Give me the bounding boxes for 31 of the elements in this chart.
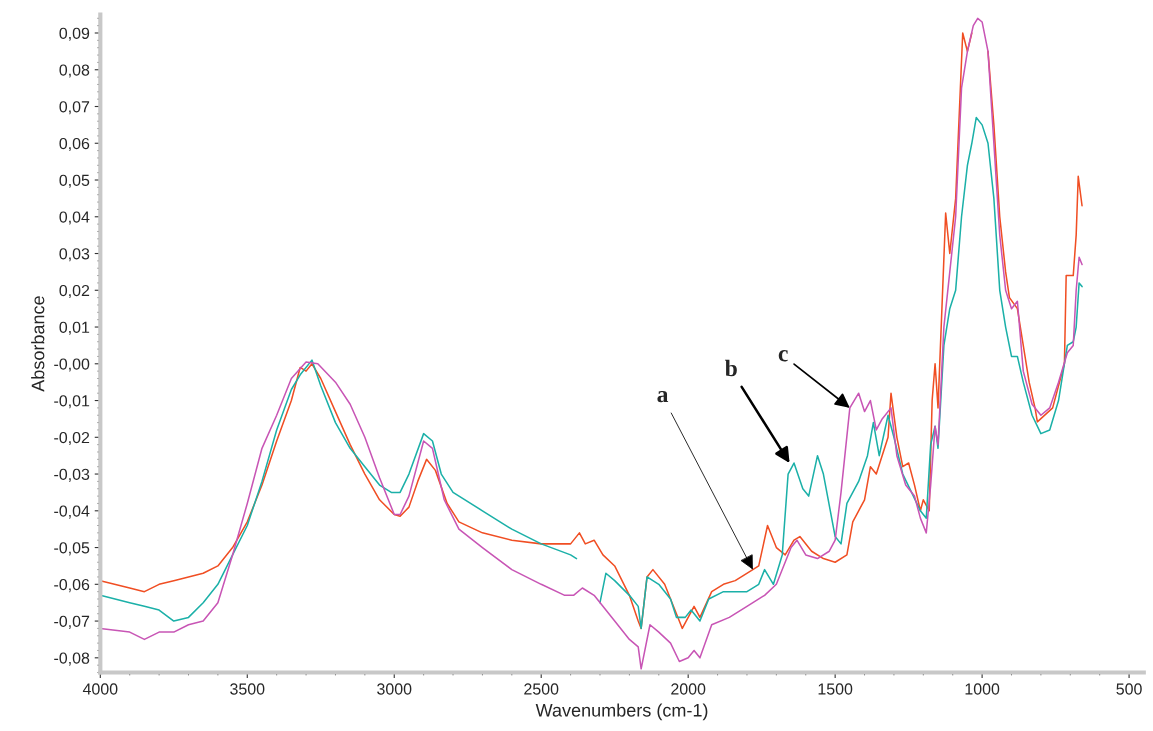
annotation: a	[657, 391, 669, 403]
x-tick-label: 500	[1116, 683, 1142, 695]
y-tick-label: -0,01	[54, 395, 90, 409]
y-tick-label: 0,03	[59, 248, 90, 262]
y-tick-label: 0,04	[59, 211, 90, 225]
y-tick-label: -0,02	[54, 431, 90, 446]
y-tick-label: 0,07	[59, 101, 90, 115]
annotation: b	[724, 359, 737, 377]
y-tick-label: 0,05	[59, 174, 90, 188]
y-tick-label: -0,04	[54, 505, 90, 519]
y-tick-label: -0,07	[54, 615, 90, 629]
y-axis-title: Absorbance	[31, 296, 45, 392]
y-tick-label: 0,08	[59, 64, 90, 78]
x-tick-label: 1000	[965, 683, 1000, 695]
y-tick-label: -0,08	[54, 652, 90, 666]
x-tick-label: 2000	[671, 683, 706, 695]
y-tick-label: 0,01	[59, 321, 90, 335]
x-tick-label: 1500	[818, 683, 853, 695]
y-tick-label: -0,03	[54, 468, 90, 482]
y-tick-label: -0,05	[54, 542, 90, 556]
annotation: c	[778, 350, 788, 362]
y-tick-label: -0,00	[54, 358, 90, 372]
x-axis-title: Wavenumbers (cm-1)	[535, 703, 708, 721]
y-tick-label: -0,06	[54, 578, 90, 593]
y-tick-label: 0,09	[59, 27, 90, 41]
y-tick-label: 0,02	[59, 284, 90, 299]
y-tick-label: 0,06	[59, 137, 90, 152]
x-tick-label: 2500	[524, 683, 559, 695]
x-tick-label: 4000	[82, 683, 118, 695]
x-tick-label: 3000	[377, 683, 412, 695]
x-tick-label: 3500	[230, 683, 265, 695]
